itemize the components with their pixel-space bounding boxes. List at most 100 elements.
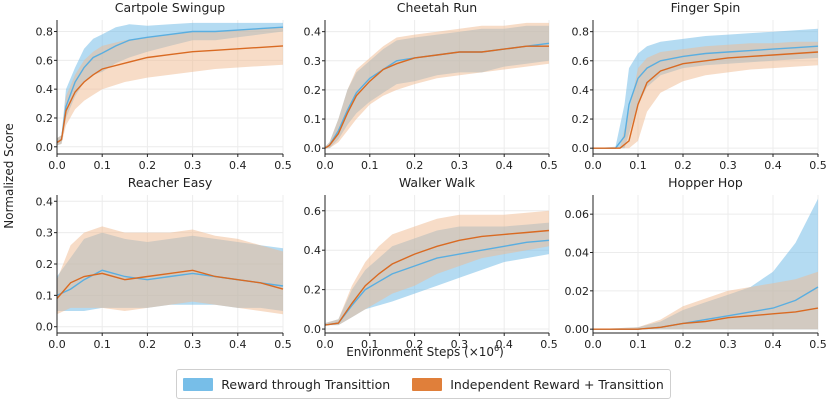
panel-title: Cheetah Run — [397, 0, 477, 15]
x-tick-label: 0.1 — [93, 159, 111, 172]
x-tick-label: 0.0 — [584, 159, 602, 172]
series-line-orange — [324, 229, 550, 326]
x-tick-label: 0.0 — [48, 159, 66, 172]
y-tick-label: 0.2 — [304, 84, 322, 97]
y-tick-label: 0.4 — [304, 26, 322, 39]
series-band-orange — [325, 22, 549, 149]
series-band-orange — [57, 226, 283, 315]
legend: Reward through Transittion Independent R… — [176, 369, 671, 399]
y-tick-label: 0.00 — [565, 323, 590, 336]
legend-swatch-blue — [183, 377, 214, 391]
x-tick-label: 0.2 — [139, 338, 157, 351]
y-tick-label: 0.1 — [36, 289, 54, 302]
y-tick-label: 0.6 — [572, 55, 590, 68]
y-tick-label: 0.2 — [36, 112, 54, 125]
series-band-orange — [57, 27, 283, 146]
x-tick-label: 0.1 — [629, 159, 647, 172]
y-tick-label: 0.6 — [36, 54, 54, 67]
series-band-orange — [593, 41, 818, 149]
series-line-orange — [56, 45, 284, 144]
y-tick-label: 0.8 — [36, 26, 54, 39]
y-tick-label: 0.1 — [304, 113, 322, 126]
x-tick-label: 0.3 — [184, 338, 202, 351]
x-tick-label: 0.3 — [719, 338, 737, 351]
legend-item-reward-through-transition: Reward through Transittion — [183, 377, 390, 392]
panel-title: Hopper Hop — [668, 175, 743, 190]
panel-reacher-easy: 0.0 0.1 0.2 0.3 0.4 0.5 0.0 0.1 0.2 0.3 0.4 Reacher… — [36, 175, 292, 351]
x-tick-label: 0.3 — [719, 159, 737, 172]
panel-walker-walk: 0.0 0.1 0.2 0.3 0.4 0.5 0.0 0.2 0.4 0.6 Walker Wal… — [304, 175, 558, 351]
x-tick-label: 0.1 — [93, 338, 111, 351]
x-tick-label: 0.3 — [451, 159, 469, 172]
x-tick-label: 0.2 — [139, 159, 157, 172]
y-tick-label: 0.2 — [36, 258, 54, 271]
x-tick-label: 0.0 — [48, 338, 66, 351]
x-tick-label: 0.4 — [764, 159, 782, 172]
x-tick-label: 0.5 — [809, 338, 827, 351]
x-axis-label: Environment Steps (×106) — [346, 344, 504, 359]
series-line-blue — [324, 239, 550, 326]
x-tick-label: 0.5 — [274, 338, 292, 351]
x-tick-label: 0.2 — [406, 338, 424, 351]
series-line-orange — [324, 45, 549, 149]
y-tick-label: 0.4 — [36, 83, 54, 96]
series-line-orange — [593, 51, 819, 149]
y-tick-label: 0.3 — [304, 55, 322, 68]
legend-label: Independent Reward + Transittion — [450, 376, 664, 392]
y-tick-label: 0.3 — [36, 227, 54, 240]
x-tick-label: 0.0 — [316, 338, 334, 351]
x-tick-label: 0.4 — [229, 159, 247, 172]
x-tick-label: 0.5 — [809, 159, 827, 172]
x-tick-label: 0.1 — [361, 159, 379, 172]
x-tick-label: 0.5 — [274, 159, 292, 172]
y-tick-label: 0.4 — [36, 195, 54, 208]
x-tick-label: 0.4 — [229, 338, 247, 351]
x-tick-label: 0.5 — [540, 338, 558, 351]
panel-cartpole-swingup: 0.0 0.1 0.2 0.3 0.4 0.5 0.0 0.2 0.4 0.6 0.8 Cartpol… — [36, 0, 292, 172]
series-line-orange — [56, 269, 284, 299]
panel-title: Cartpole Swingup — [115, 0, 226, 15]
y-tick-label: 0.0 — [36, 141, 54, 154]
x-tick-label: 0.4 — [495, 159, 513, 172]
series-line-blue — [56, 26, 284, 144]
y-tick-label: 0.6 — [304, 205, 322, 218]
legend-swatch-orange — [412, 377, 443, 391]
series-line-blue — [593, 45, 819, 149]
y-tick-label: 0.04 — [565, 247, 590, 260]
x-tick-label: 0.1 — [361, 338, 379, 351]
y-tick-label: 0.0 — [304, 142, 322, 155]
x-tick-label: 0.2 — [674, 338, 692, 351]
panel-cheetah-run: 0.0 0.1 0.2 0.3 0.4 0.5 0.0 0.1 0.2 0.3 0.4 Cheetah… — [304, 0, 558, 172]
x-tick-label: 0.2 — [406, 159, 424, 172]
y-tick-label: 0.2 — [572, 113, 590, 126]
y-tick-label: 0.2 — [304, 284, 322, 297]
panel-hopper-hop: 0.0 0.1 0.2 0.3 0.4 0.5 0.00 0.02 0.04 0.06 Hopper… — [565, 175, 827, 351]
legend-label: Reward through Transittion — [221, 376, 391, 392]
x-tick-label: 0.4 — [495, 338, 513, 351]
x-tick-label: 0.3 — [184, 159, 202, 172]
legend-item-independent-reward: Independent Reward + Transittion — [412, 377, 664, 392]
y-tick-label: 0.02 — [565, 285, 590, 298]
y-tick-label: 0.0 — [36, 321, 54, 334]
series-line-orange — [593, 307, 819, 330]
x-tick-label: 0.0 — [316, 159, 334, 172]
y-tick-label: 0.8 — [572, 26, 590, 39]
x-tick-label: 0.4 — [764, 338, 782, 351]
x-tick-label: 0.3 — [451, 338, 469, 351]
x-tick-label: 0.1 — [629, 338, 647, 351]
x-tick-label: 0.0 — [584, 338, 602, 351]
panel-finger-spin: 0.0 0.1 0.2 0.3 0.4 0.5 0.0 0.2 0.4 0.6 0.8 Finger … — [572, 0, 827, 172]
x-tick-label: 0.5 — [540, 159, 558, 172]
y-tick-label: 0.4 — [304, 244, 322, 257]
y-tick-label: 0.4 — [572, 84, 590, 97]
y-tick-label: 0.0 — [304, 323, 322, 336]
panel-title: Finger Spin — [671, 0, 741, 15]
panel-title: Walker Walk — [399, 175, 476, 190]
y-tick-label: 0.06 — [565, 208, 590, 221]
x-tick-label: 0.2 — [674, 159, 692, 172]
y-tick-label: 0.0 — [572, 142, 590, 155]
y-axis-label: Normalized Score — [2, 123, 16, 228]
series-band-orange — [325, 210, 549, 326]
panel-title: Reacher Easy — [128, 175, 213, 190]
